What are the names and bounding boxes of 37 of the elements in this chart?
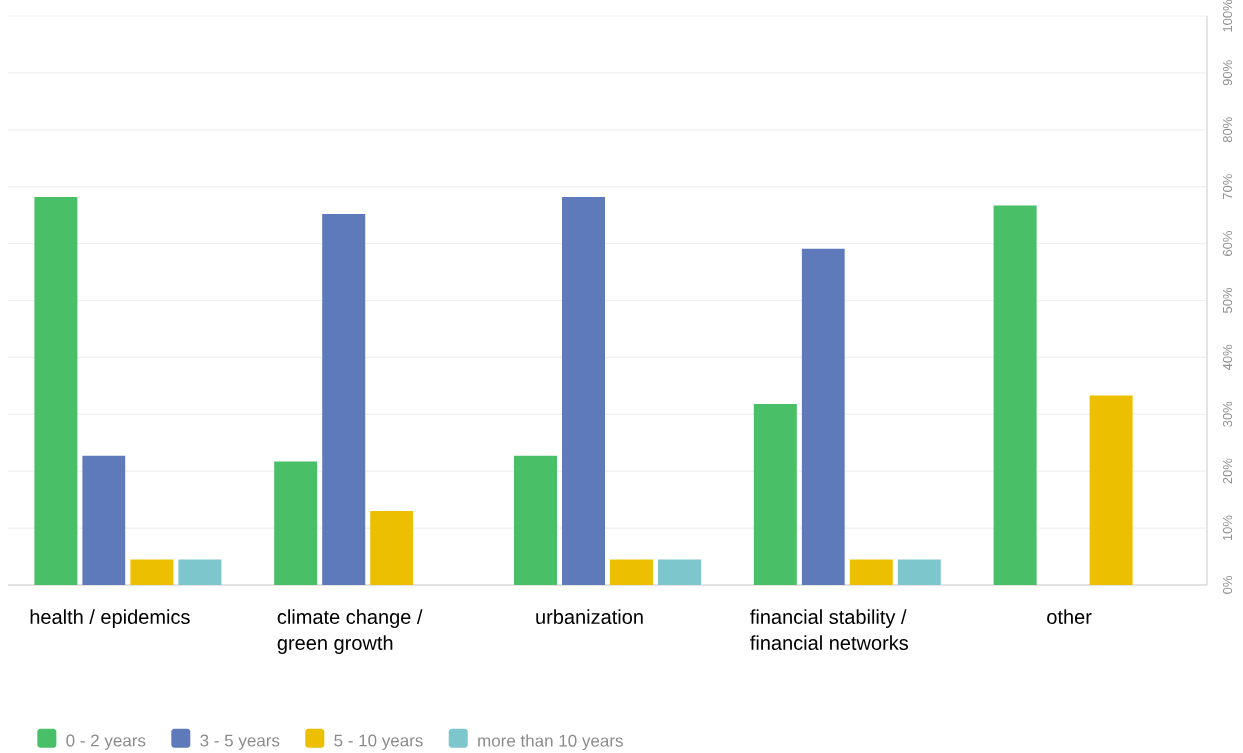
legend-label: 0 - 2 years [66, 734, 146, 750]
y-tick-label: 70% [1222, 174, 1233, 200]
bar [514, 455, 558, 585]
bar [993, 205, 1037, 585]
bar [610, 559, 654, 585]
y-tick-label: 0% [1222, 576, 1233, 594]
y-tick-label: 100% [1222, 0, 1233, 32]
bar [130, 559, 174, 585]
bar [322, 214, 366, 585]
y-tick-label: 60% [1222, 231, 1233, 256]
x-tick-label: climate change / green growth [277, 609, 423, 654]
y-tick-label: 40% [1222, 344, 1233, 371]
y-tick-label: 90% [1222, 60, 1233, 86]
y-tick-label: 80% [1222, 117, 1233, 143]
bar [34, 196, 78, 585]
bar [370, 511, 414, 585]
x-tick-label: health / epidemics [30, 609, 190, 628]
x-tick-label: financial stability / financial networks [750, 609, 909, 651]
legend-label: 3 - 5 years [200, 734, 280, 750]
y-tick-label: 30% [1222, 401, 1233, 427]
bar [658, 559, 702, 585]
bar [753, 404, 797, 585]
bar [82, 455, 126, 585]
bar [849, 559, 893, 585]
y-tick-label: 10% [1222, 515, 1233, 541]
y-tick-label: 20% [1222, 458, 1233, 484]
bar [274, 461, 318, 585]
bar [562, 196, 606, 585]
bar [1089, 395, 1133, 585]
bar [178, 559, 222, 585]
legend-label: more than 10 years [478, 734, 623, 751]
bar [897, 559, 941, 585]
bar [801, 248, 845, 585]
legend-label: 5 - 10 years [334, 734, 423, 750]
y-tick-label: 50% [1222, 287, 1233, 313]
x-tick-label: urbanization [536, 609, 643, 625]
x-tick-label: other [1047, 609, 1092, 625]
